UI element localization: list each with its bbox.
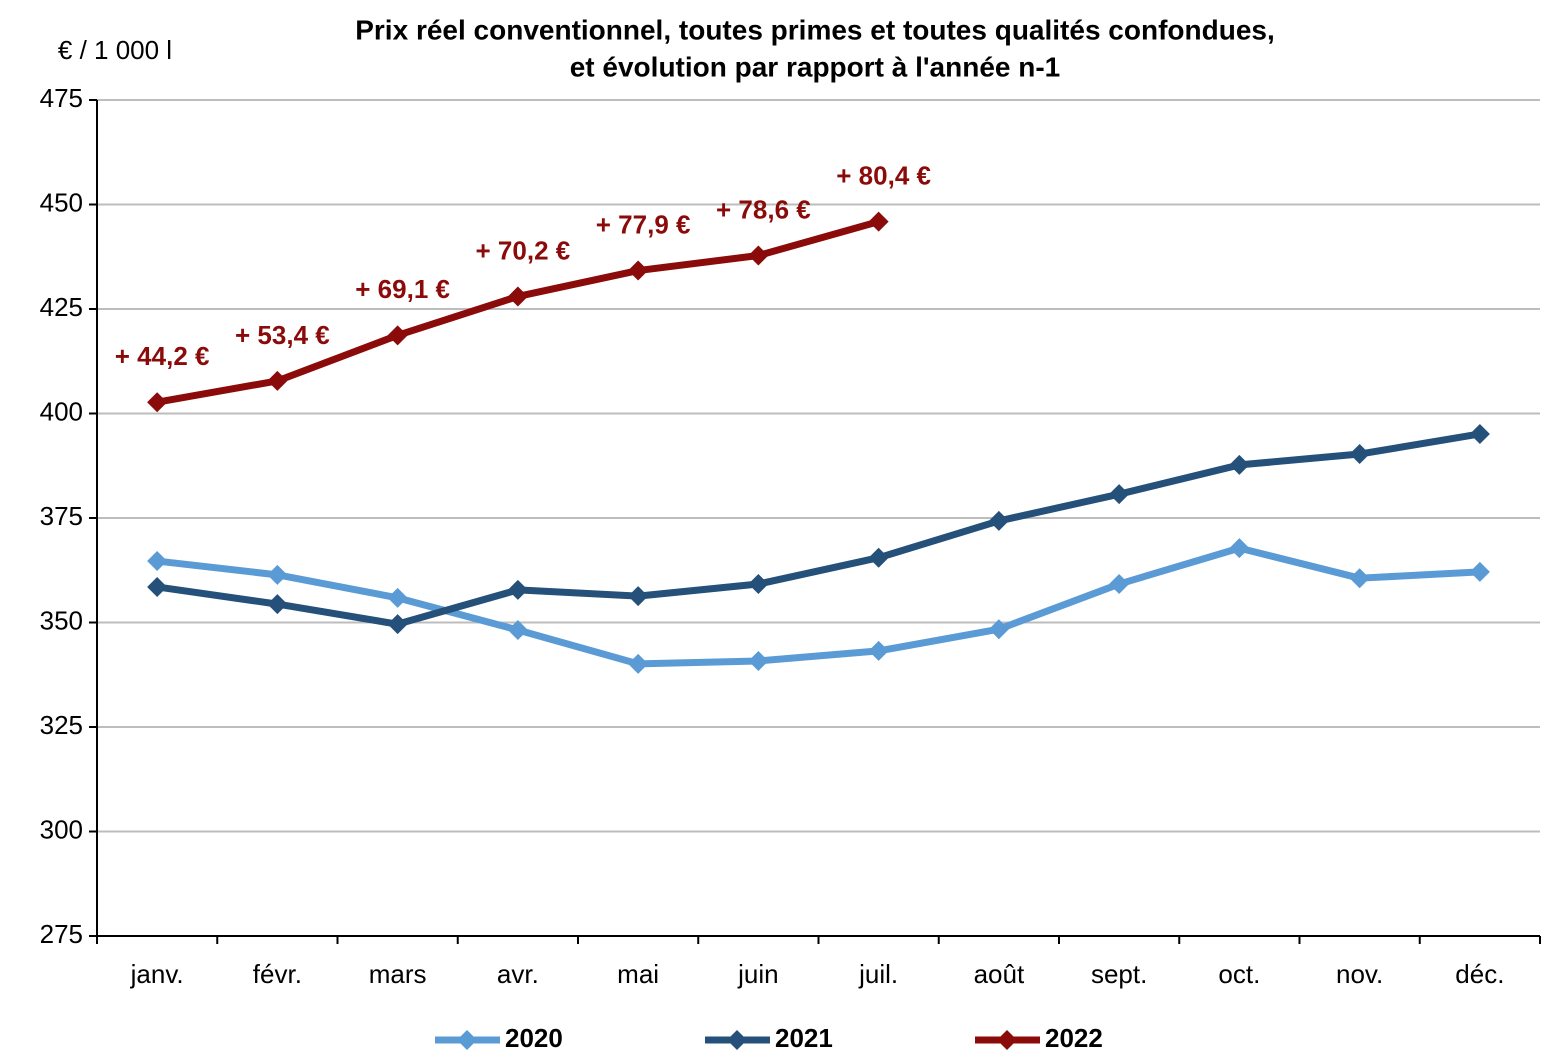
series-line (156, 430, 1481, 628)
annotation: + 69,1 € (355, 274, 450, 304)
point-marker (387, 325, 408, 346)
point-marker (748, 574, 769, 595)
point-marker (147, 576, 168, 597)
y-axis-label: € / 1 000 l (58, 35, 172, 65)
legend-label: 2022 (1045, 1023, 1103, 1053)
point-marker (507, 286, 528, 307)
x-tick-label: juil. (858, 959, 898, 989)
y-tick-label: 375 (40, 501, 83, 531)
point-marker (147, 392, 168, 413)
point-marker (267, 594, 288, 615)
point-marker (387, 587, 408, 608)
point-marker (147, 551, 168, 572)
x-tick-label: janv. (130, 959, 184, 989)
x-tick-label: août (974, 959, 1025, 989)
y-tick-label: 350 (40, 605, 83, 635)
point-marker (1349, 568, 1370, 589)
point-marker (1229, 538, 1250, 559)
annotation: + 80,4 € (836, 161, 931, 191)
point-marker (1349, 444, 1370, 465)
point-marker (628, 260, 649, 281)
point-marker (988, 619, 1009, 640)
point-marker (1229, 454, 1250, 475)
point-marker (1469, 561, 1490, 582)
series-line (156, 544, 1481, 668)
x-tick-label: oct. (1218, 959, 1260, 989)
legend-label: 2021 (775, 1023, 833, 1053)
x-tick-label: févr. (253, 959, 302, 989)
x-tick-label: mars (369, 959, 427, 989)
point-marker (868, 211, 889, 232)
point-marker (748, 245, 769, 266)
annotation: + 70,2 € (476, 235, 571, 265)
point-marker (868, 640, 889, 661)
y-tick-label: 300 (40, 814, 83, 844)
x-tick-label: avr. (497, 959, 539, 989)
legend-marker (727, 1030, 747, 1050)
point-marker (1469, 423, 1490, 444)
point-marker (628, 653, 649, 674)
chart-title: et évolution par rapport à l'année n-1 (570, 51, 1061, 82)
x-tick-label: sept. (1091, 959, 1147, 989)
point-marker (868, 547, 889, 568)
x-tick-label: nov. (1336, 959, 1383, 989)
point-marker (988, 510, 1009, 531)
point-marker (1109, 484, 1130, 505)
y-tick-label: 400 (40, 396, 83, 426)
point-marker (267, 370, 288, 391)
y-tick-label: 450 (40, 187, 83, 217)
point-marker (1109, 574, 1130, 595)
annotation: + 77,9 € (596, 209, 691, 239)
annotation: + 44,2 € (115, 341, 210, 371)
legend-marker (457, 1030, 477, 1050)
point-marker (628, 586, 649, 607)
point-marker (507, 620, 528, 641)
point-marker (387, 614, 408, 635)
legend-marker (997, 1030, 1017, 1050)
y-tick-label: 475 (40, 83, 83, 113)
annotation: + 53,4 € (235, 320, 330, 350)
legend-label: 2020 (505, 1023, 563, 1053)
y-tick-label: 425 (40, 292, 83, 322)
point-marker (267, 564, 288, 585)
x-tick-label: déc. (1455, 959, 1504, 989)
y-tick-label: 275 (40, 919, 83, 949)
annotation: + 78,6 € (716, 194, 811, 224)
x-tick-label: juin (737, 959, 778, 989)
y-tick-label: 325 (40, 710, 83, 740)
point-marker (748, 650, 769, 671)
x-tick-label: mai (617, 959, 659, 989)
point-marker (507, 579, 528, 600)
chart-title: Prix réel conventionnel, toutes primes e… (355, 14, 1275, 45)
